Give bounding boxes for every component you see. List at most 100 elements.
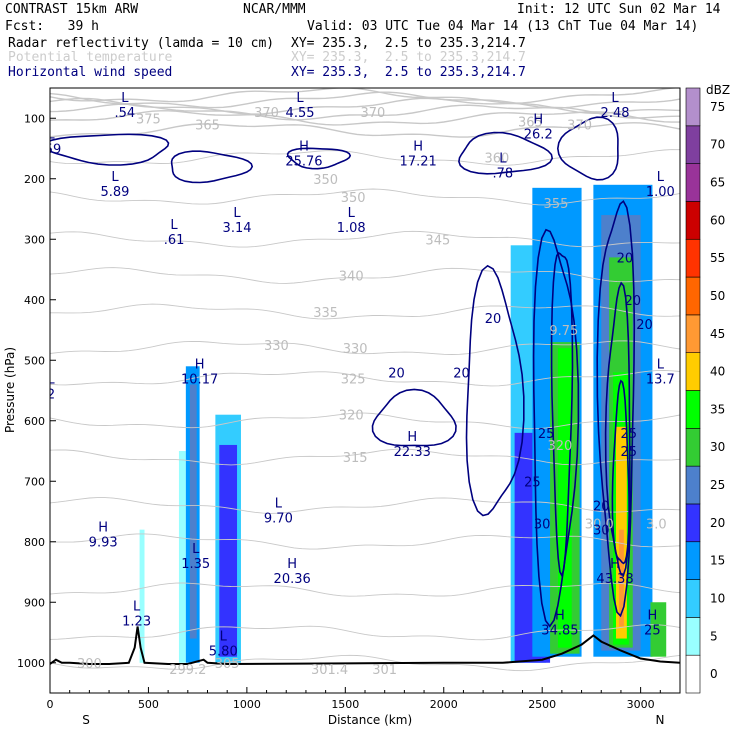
extremum-value: 25 [644,623,661,638]
field-label-theta: Potential temperature [8,50,173,65]
extremum-marker: L [192,542,200,557]
y-tick-label: 800 [24,536,45,549]
theta-contour-label: 335 [313,306,338,321]
colorbar-swatch [685,503,701,543]
theta-contour-label: 370 [567,118,592,133]
colorbar-swatch [685,201,701,240]
wind-contour-label: 25 [538,427,555,442]
theta-contour-label: 301 [372,663,397,678]
extremum-value: 9.70 [264,512,293,527]
wind-contour-line [170,150,254,184]
field-xy-reflectivity: XY= 235.3, 2.5 to 235.3,214.7 [291,36,526,51]
colorbar-swatch [685,541,701,580]
theta-contour-line [50,91,680,109]
theta-contour-label: 9.75 [549,324,578,339]
extremum-value: 43.38 [596,572,633,587]
theta-contour-label: 365 [518,115,543,130]
reflectivity-column [650,602,667,657]
colorbar-label: 5 [710,629,718,643]
forecast-hour: Fcst: 39 h [5,19,99,34]
theta-contour-line [50,88,680,104]
field-xy-theta: XY= 235.3, 2.5 to 235.3,214.7 [291,50,526,65]
theta-contour-label: 355 [544,197,569,212]
theta-contour-label: 325 [341,372,366,387]
extremum-value: 22.33 [394,445,431,460]
theta-contour-line [50,97,680,115]
extremum-value: 9.93 [89,536,118,551]
extremum-value: .78 [492,167,513,182]
reflectivity-column [219,444,238,657]
colorbar-label: 55 [710,251,725,265]
theta-contour-line [50,149,680,166]
extremum-marker: L [170,218,178,233]
extremum-value: .54 [114,106,135,121]
wind-contour-label: 20 [593,499,610,514]
extremum-value: 17.21 [400,155,437,170]
extremum-marker: L [611,91,619,106]
extremum-marker: L [133,599,141,614]
extremum-value: 2.48 [601,106,630,121]
theta-contour-label: 330 [264,339,289,354]
extremum-marker: H [413,140,423,155]
colorbar-swatch [685,617,701,656]
colorbar-swatch [685,428,701,467]
extremum-marker: L [121,91,129,106]
extremum-marker: L [348,206,356,221]
colorbar-label: 30 [710,440,725,454]
reflectivity-column [139,529,145,663]
colorbar-swatch [685,276,701,316]
colorbar-label: 0 [710,667,718,681]
extremum-marker: L [296,91,304,106]
theta-contour-line [50,110,680,126]
wind-contour-line [458,131,554,175]
y-tick-label: 400 [24,294,45,307]
x-tick-label: 1000 [233,698,261,711]
extremum-value: 10.17 [181,372,218,387]
wind-contour-label: 20 [624,294,641,309]
wind-contour-line [550,251,574,578]
theta-contour-label: 345 [425,233,450,248]
theta-contour-line [50,303,680,320]
extremum-marker: L [657,357,665,372]
init-time: Init: 12 UTC Sun 02 Mar 14 [517,2,721,17]
y-axis-title: Pressure (hPa) [3,347,17,433]
colorbar-label: 75 [710,100,725,114]
colorbar-label: 20 [710,516,725,530]
theta-contour-label: 350 [313,173,338,188]
x-tick-label: 2500 [528,698,556,711]
wind-contour-label: 20 [453,366,470,381]
wind-contour-line [556,116,619,181]
theta-contour-label: 320 [339,409,364,424]
extremum-marker: L [47,372,55,387]
theta-contour-label: 320 [547,439,572,454]
wind-contour-label: 30 [593,524,610,539]
field-label-reflectivity: Radar reflectivity (lamda = 10 cm) [8,36,275,51]
extremum-value: 3.14 [223,221,252,236]
theta-contours [50,88,680,672]
theta-contour-label: 370 [360,106,385,121]
theta-contour-line [50,412,680,430]
theta-contour-label: 300 [77,657,102,672]
x-axis-title: Distance (km) [328,713,412,727]
terrain [50,626,680,666]
terrain-line [50,626,680,666]
theta-contour-label: 299.2 [169,663,206,678]
wind-contour-label: 30 [534,518,551,533]
org-name: NCAR/MMM [243,2,306,17]
extremum-marker: L [657,170,665,185]
extremum-marker: H [98,521,108,536]
wind-contour-line [611,379,630,565]
field-xy-wind: XY= 235.3, 2.5 to 235.3,214.7 [291,65,526,80]
wind-contour-line [604,281,631,577]
colorbar-label: 70 [710,138,725,152]
theta-contour-line [50,624,680,641]
theta-contour-line [50,340,680,355]
colorbar-swatch [685,352,701,391]
contour-labels: 300 299.2 301.4 301 305 315 320 325 330 330 335 340… [47,91,675,678]
theta-contour-label: 301.4 [311,663,348,678]
extremum-marker: H [533,112,543,127]
x-tick-label: 500 [138,698,159,711]
x-axis: 0 500 1000 1500 2000 2500 3000 [47,687,661,711]
colorbar: 0 5 10 15 20 25 30 35 40 45 50 55 60 65 70 75 [685,87,725,694]
wind-contour-label: 25 [621,445,638,460]
